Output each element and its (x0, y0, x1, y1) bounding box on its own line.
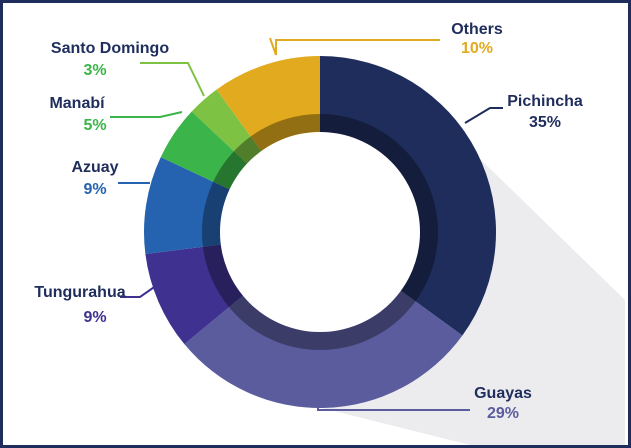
leader-line (110, 111, 183, 118)
inner-ring (202, 114, 438, 350)
value-label: 5% (83, 117, 106, 134)
leader-line (120, 282, 161, 298)
leader-line (140, 62, 205, 97)
leader-line (464, 107, 503, 124)
hole (220, 132, 420, 332)
category-label: Pichincha (507, 93, 583, 110)
value-label: 29% (487, 405, 519, 422)
leader-line (269, 37, 440, 56)
value-label: 9% (83, 181, 106, 198)
category-label: Tungurahua (34, 284, 125, 301)
category-label: Santo Domingo (51, 40, 169, 57)
leader-line (317, 402, 470, 411)
value-label: 35% (529, 114, 561, 131)
value-label: 10% (461, 40, 493, 57)
category-label: Azuay (71, 159, 118, 176)
category-label: Others (451, 21, 503, 38)
value-label: 9% (83, 309, 106, 326)
value-label: 3% (83, 62, 106, 79)
category-label: Manabí (49, 95, 105, 112)
category-label: Guayas (474, 385, 532, 402)
